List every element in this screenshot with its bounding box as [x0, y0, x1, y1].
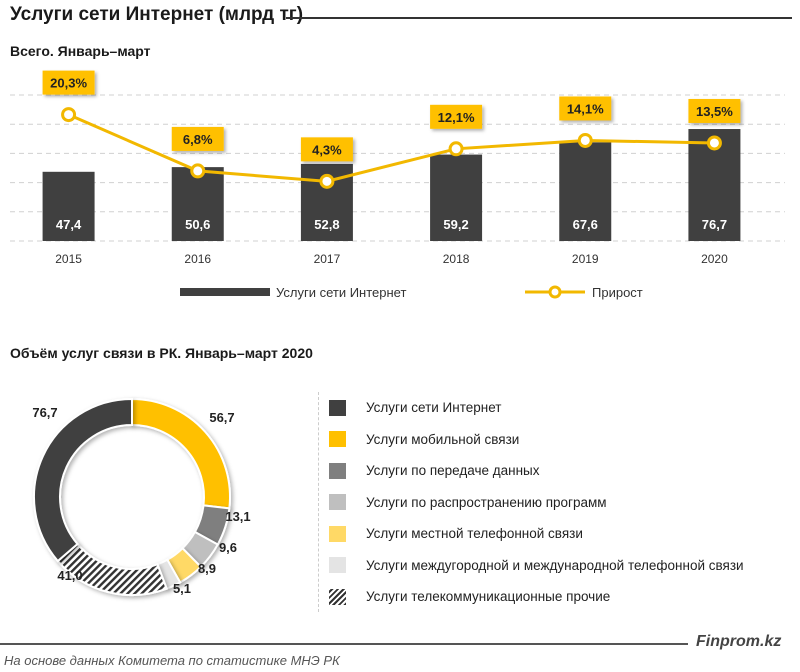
growth-point	[61, 107, 77, 123]
donut-chart: 56,7 13,1 9,68,9 5,1 41,0 76,7	[32, 397, 251, 596]
bar-label: 59,2	[443, 217, 468, 232]
bar-label: 52,8	[314, 217, 339, 232]
slice-label: 9,6	[219, 540, 237, 555]
donut-slice	[33, 397, 133, 563]
bar-label: 67,6	[573, 217, 598, 232]
slice-label: 13,1	[225, 509, 250, 524]
legend-item: Услуги местной телефонной связи	[329, 518, 744, 550]
legend-label: Услуги по распространению программ	[366, 494, 607, 510]
bar	[171, 167, 224, 241]
legend-item: Услуги сети Интернет	[329, 392, 744, 424]
growth-label-box	[300, 137, 353, 162]
source-note: На основе данных Комитета по статистике …	[4, 653, 340, 668]
brand-logo: Finprom.kz	[696, 633, 782, 650]
legend-bar-swatch	[180, 288, 270, 296]
title-divider	[286, 17, 792, 19]
x-tick-label: 2019	[572, 252, 599, 266]
x-tick-label: 2018	[443, 252, 470, 266]
x-tick-label: 2017	[314, 252, 341, 266]
growth-label: 20,3%	[50, 76, 87, 91]
growth-point	[319, 173, 335, 189]
growth-label-box	[171, 126, 224, 151]
growth-label-box	[430, 104, 483, 129]
legend-item: Услуги телекоммуникационные прочие	[329, 581, 744, 613]
legend-label: Услуги сети Интернет	[366, 400, 502, 416]
growth-label: 14,1%	[567, 101, 604, 116]
legend-label: Услуги мобильной связи	[366, 431, 520, 447]
growth-point	[190, 163, 206, 179]
legend-swatch	[329, 494, 346, 511]
chart2-title: Объём услуг связи в РК. Январь–март 2020	[10, 345, 313, 361]
x-tick-label: 2016	[184, 252, 211, 266]
growth-label-box	[559, 96, 612, 121]
bar-label: 47,4	[56, 217, 82, 232]
donut-legend: Услуги сети Интернет Услуги мобильной свя…	[318, 392, 744, 612]
growth-label: 13,5%	[696, 104, 733, 119]
chart1-title: Всего. Январь–март	[10, 43, 151, 59]
growth-label: 4,3%	[312, 142, 342, 157]
slice-label: 8,9	[198, 561, 216, 576]
slice-label: 76,7	[32, 405, 57, 420]
legend-bar-label: Услуги сети Интернет	[276, 285, 406, 300]
legend-label: Услуги местной телефонной связи	[366, 526, 583, 542]
growth-label-box	[42, 70, 95, 95]
legend-line-marker	[548, 285, 562, 299]
growth-point	[577, 132, 593, 148]
growth-point	[706, 135, 722, 151]
legend-item: Услуги междугородной и международной тел…	[329, 550, 744, 582]
bar-label: 50,6	[185, 217, 210, 232]
legend-swatch	[329, 588, 346, 605]
legend-label: Услуги телекоммуникационные прочие	[366, 589, 611, 605]
growth-label: 6,8%	[183, 132, 213, 147]
legend-line-label: Прирост	[592, 285, 643, 300]
legend-label: Услуги междугородной и международной тел…	[366, 557, 744, 573]
growth-point	[448, 141, 464, 157]
legend-swatch	[329, 525, 346, 542]
slice-label: 5,1	[173, 581, 191, 596]
bar-label: 76,7	[702, 217, 727, 232]
x-tick-label: 2015	[55, 252, 82, 266]
legend-item: Услуги по распространению программ	[329, 487, 744, 519]
page-title: Услуги сети Интернет (млрд тг)	[10, 4, 304, 25]
legend-label: Услуги по передаче данных	[366, 463, 540, 479]
x-tick-label: 2020	[701, 252, 728, 266]
growth-line	[67, 113, 715, 183]
combo-chart: 47,4 2015 50,6 2016 52,8 2017 59,2 2018 67,6 2019…	[10, 70, 785, 300]
growth-label-box	[688, 98, 741, 123]
legend-swatch	[329, 462, 346, 479]
slice-label: 56,7	[209, 410, 234, 425]
legend-item: Услуги мобильной связи	[329, 424, 744, 456]
legend-item: Услуги по передаче данных	[329, 455, 744, 487]
legend-swatch	[329, 557, 346, 574]
growth-label: 12,1%	[438, 110, 475, 125]
legend-swatch	[329, 431, 346, 448]
bar	[559, 142, 612, 241]
bar	[42, 171, 95, 241]
slice-label: 41,0	[57, 568, 82, 583]
footer-divider	[0, 643, 688, 645]
bar	[430, 154, 483, 241]
legend-swatch	[329, 399, 346, 416]
